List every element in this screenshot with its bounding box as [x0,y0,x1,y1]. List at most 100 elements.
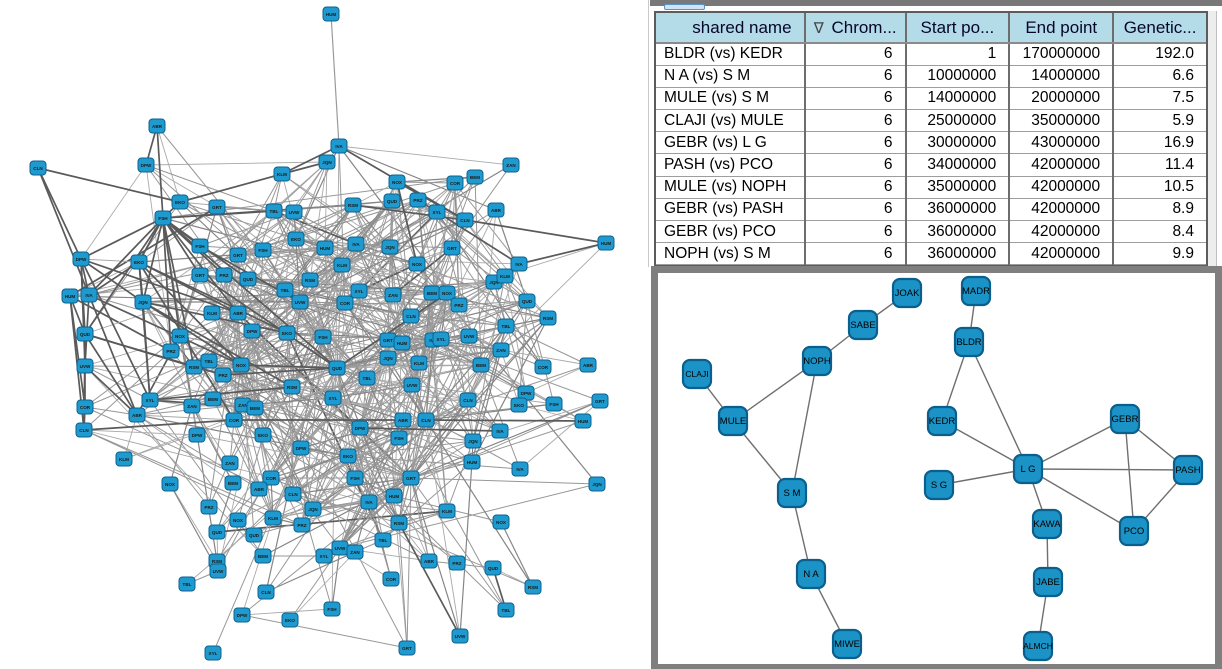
svg-text:FSH: FSH [258,248,268,253]
svg-text:KLM: KLM [207,311,217,316]
svg-text:QUD: QUD [249,533,260,538]
svg-text:HUM: HUM [389,494,400,499]
svg-text:XYL: XYL [355,289,364,294]
svg-text:DPW: DPW [521,391,532,396]
svg-text:CLN: CLN [460,218,470,223]
svg-text:EKO: EKO [514,403,524,408]
svg-text:FSH: FSH [327,607,337,612]
svg-text:ZAN: ZAN [388,293,398,298]
svg-text:DPW: DPW [355,426,366,431]
svg-text:UVW: UVW [335,546,346,551]
svg-text:HUM: HUM [467,460,478,465]
svg-text:RSM: RSM [394,521,404,526]
svg-text:PRZ: PRZ [204,505,213,510]
svg-text:CLN: CLN [421,418,431,423]
svg-text:IVA: IVA [335,144,343,149]
svg-text:PRZ: PRZ [454,303,463,308]
svg-text:S G: S G [931,480,947,491]
svg-text:CLN: CLN [406,314,416,319]
svg-text:TBL: TBL [270,209,279,214]
svg-text:HUM: HUM [65,294,76,299]
svg-text:IVA: IVA [85,293,93,298]
svg-text:GRT: GRT [383,338,393,343]
svg-text:TBL: TBL [205,359,214,364]
svg-text:COR: COR [340,301,351,306]
svg-text:ABR: ABR [583,363,594,368]
svg-text:ABR: ABR [132,413,143,418]
svg-text:RSM: RSM [212,559,222,564]
svg-text:ABR: ABR [424,559,435,564]
svg-text:JOAK: JOAK [895,288,920,299]
svg-text:QUD: QUD [387,199,398,204]
svg-text:JQN: JQN [383,356,393,361]
svg-text:QUD: QUD [332,366,343,371]
svg-text:UVW: UVW [289,210,300,215]
svg-text:ZAN: ZAN [496,348,506,353]
svg-text:JQN: JQN [385,245,395,250]
svg-text:NOX: NOX [236,363,247,368]
svg-text:KLM: KLM [337,263,347,268]
svg-text:DPW: DPW [296,446,307,451]
svg-text:FSH: FSH [318,335,328,340]
svg-text:IVA: IVA [352,242,360,247]
svg-text:XYL: XYL [433,210,442,215]
svg-text:KLM: KLM [268,516,278,521]
svg-text:RSM: RSM [287,385,297,390]
svg-text:PRZ: PRZ [219,273,228,278]
svg-text:HUM: HUM [320,246,331,251]
svg-text:GRT: GRT [447,246,457,251]
svg-text:XYL: XYL [320,554,329,559]
svg-text:ZAN: ZAN [506,163,516,168]
svg-text:ABR: ABR [152,124,163,129]
svg-text:XYL: XYL [146,398,155,403]
svg-text:DPW: DPW [237,613,248,618]
svg-text:COR: COR [266,476,277,481]
svg-text:L G: L G [1021,464,1036,475]
svg-text:COR: COR [80,405,91,410]
svg-text:GRT: GRT [595,399,605,404]
svg-text:FSH: FSH [158,216,168,221]
svg-text:XYL: XYL [329,396,338,401]
svg-text:ZAN: ZAN [238,403,248,408]
svg-text:PRZ: PRZ [452,561,461,566]
svg-text:UVW: UVW [295,300,306,305]
svg-text:EKO: EKO [282,331,292,336]
svg-text:BEM: BEM [228,481,238,486]
svg-text:BEM: BEM [250,406,260,411]
svg-text:S M: S M [784,488,801,499]
svg-text:COR: COR [538,365,549,370]
svg-text:JQN: JQN [138,300,148,305]
svg-text:BEM: BEM [470,175,480,180]
svg-text:JQN: JQN [322,160,332,165]
svg-text:RSM: RSM [543,316,553,321]
svg-text:NOX: NOX [233,518,244,523]
svg-text:NOX: NOX [412,262,423,267]
svg-text:QUD: QUD [488,566,499,571]
svg-text:DPW: DPW [247,329,258,334]
svg-text:PCO: PCO [1124,526,1145,537]
svg-text:PRZ: PRZ [413,198,422,203]
svg-text:KLM: KLM [500,274,510,279]
svg-text:ABR: ABR [233,311,244,316]
svg-text:XYL: XYL [437,337,446,342]
svg-text:KLM: KLM [442,509,452,514]
svg-text:NOX: NOX [496,520,507,525]
svg-text:BEM: BEM [476,363,486,368]
svg-text:BLDR: BLDR [956,337,981,348]
svg-text:JQN: JQN [308,507,318,512]
svg-text:ABR: ABR [398,418,409,423]
svg-text:IVA: IVA [516,467,524,472]
svg-text:DPW: DPW [141,163,152,168]
svg-text:TBL: TBL [502,324,511,329]
svg-text:NOX: NOX [442,291,453,296]
svg-text:MULE: MULE [720,416,746,427]
svg-text:JABE: JABE [1036,577,1060,588]
svg-text:BEM: BEM [427,291,437,296]
svg-text:GRT: GRT [212,205,222,210]
svg-text:FSH: FSH [350,476,360,481]
svg-text:RSM: RSM [305,278,315,283]
svg-text:GRT: GRT [233,253,243,258]
svg-text:TBL: TBL [183,582,192,587]
svg-text:QUD: QUD [212,530,223,535]
svg-text:PRZ: PRZ [297,523,306,528]
